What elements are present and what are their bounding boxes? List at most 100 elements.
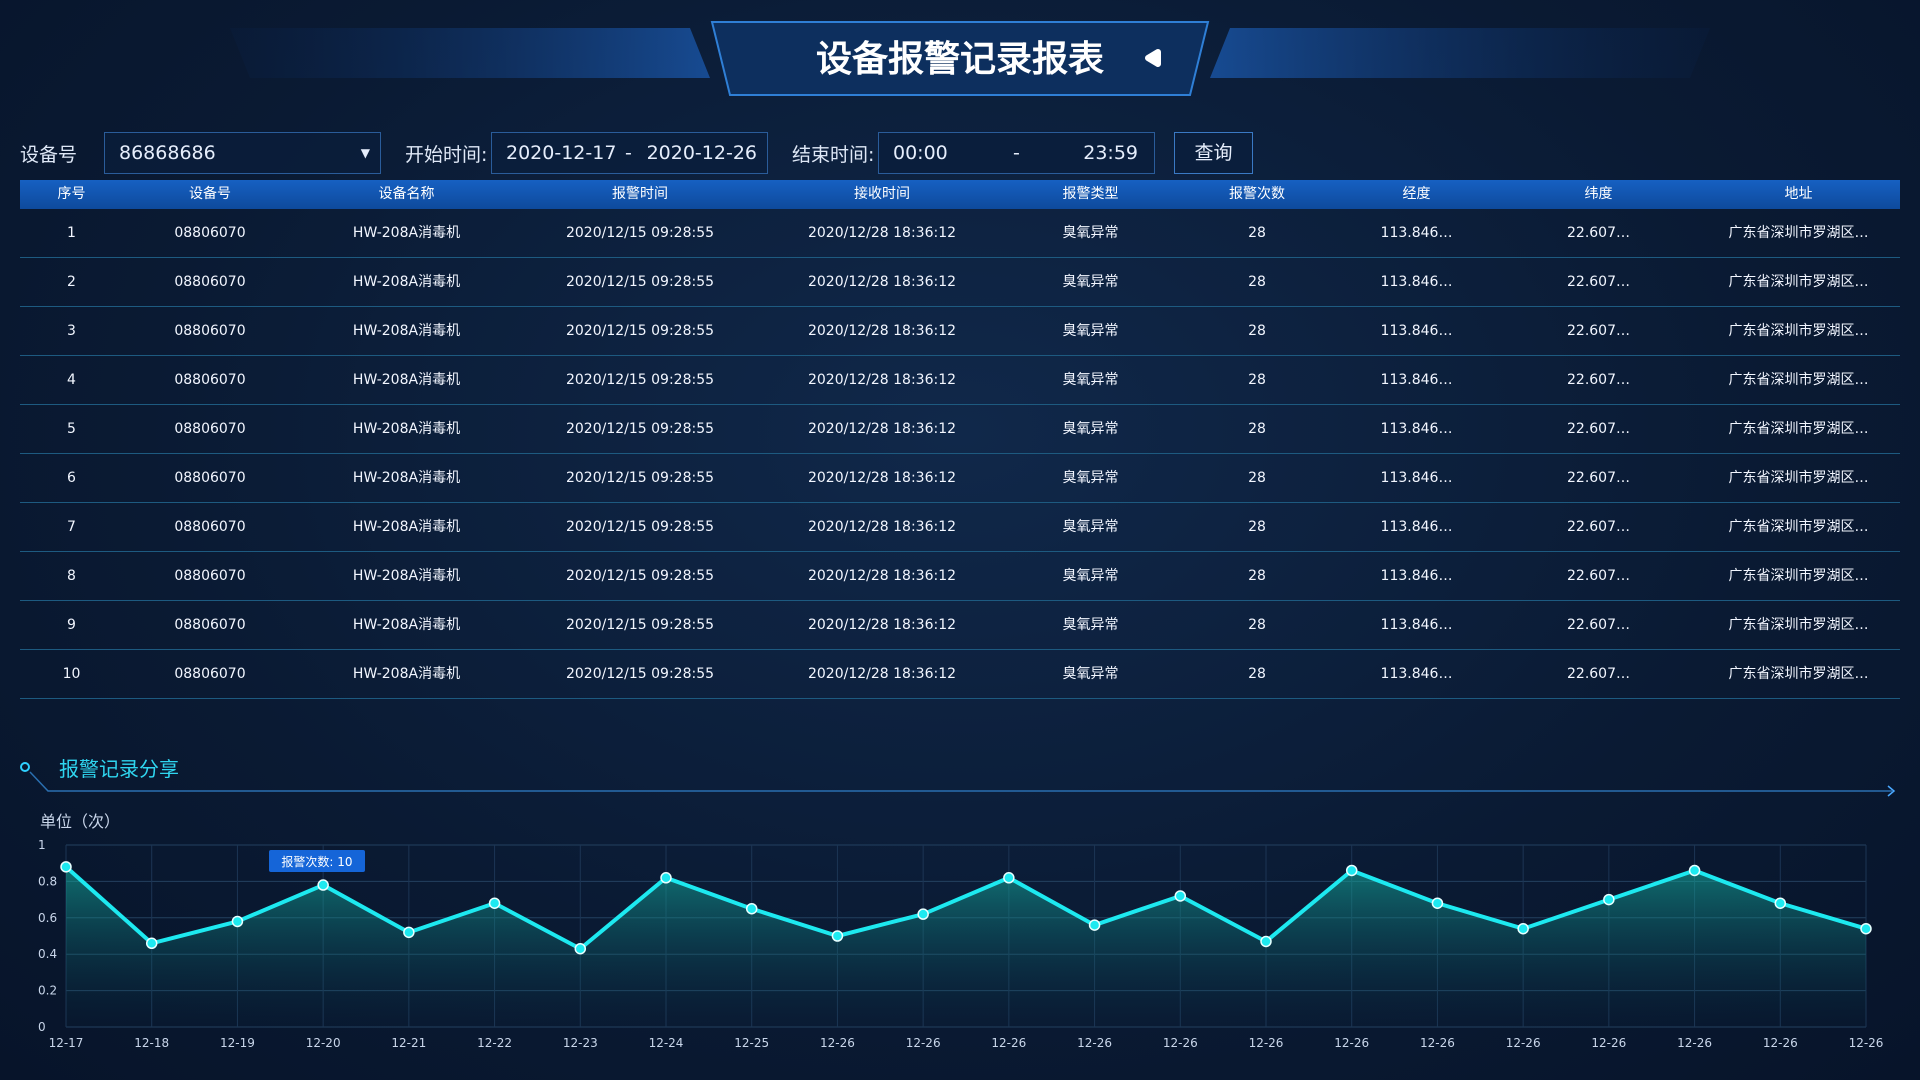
line (64, 865, 1867, 951)
table-cell: 2020/12/15 09:28:55 (565, 617, 715, 633)
table-cell: 2020/12/15 09:28:55 (565, 470, 715, 486)
point (317, 879, 329, 891)
end-from: 00:00 (893, 142, 948, 164)
table-cell: 臭氧异常 (1062, 225, 1119, 241)
table-cell: 28 (1248, 666, 1266, 682)
device-select[interactable]: 86868686 ▼ (104, 132, 381, 174)
table-cell: 广东省深圳市罗湖区… (1728, 421, 1869, 437)
table-cell: 2020/12/15 09:28:55 (565, 666, 715, 682)
table-cell: 113.846… (1380, 519, 1453, 535)
table-cell: 臭氧异常 (1062, 323, 1119, 339)
table-cell: 广东省深圳市罗湖区… (1728, 568, 1869, 584)
table-cell: 5 (67, 421, 76, 437)
section-arrow (1887, 785, 1896, 797)
x-tick-label: 12-26 (1334, 1036, 1369, 1050)
table-cell: 2020/12/28 18:36:12 (807, 274, 957, 290)
table-cell: 28 (1248, 421, 1266, 437)
section-dot (20, 762, 30, 772)
end-to: 23:59 (1083, 142, 1138, 164)
table-cell: HW-208A消毒机 (352, 666, 461, 682)
table-cell: 臭氧异常 (1062, 519, 1119, 535)
y-tick-label: 0.4 (38, 947, 57, 961)
table-cell: 2020/12/28 18:36:12 (807, 470, 957, 486)
point (1603, 893, 1615, 906)
table-cell: 22.607… (1567, 421, 1630, 437)
table-cell: 08806070 (174, 568, 246, 584)
table-cell: 22.607… (1567, 470, 1630, 486)
header-decoration: 设备报警记录报表 (230, 21, 1710, 96)
table-cell: 28 (1248, 323, 1266, 339)
table-cell: 113.846… (1380, 274, 1453, 290)
x-tick-label: 12-26 (820, 1036, 855, 1050)
column-header: 报警时间 (612, 186, 668, 202)
query-button[interactable]: 查询 (1174, 132, 1253, 174)
table-cell: 2 (67, 274, 76, 290)
x-tick-label: 12-17 (49, 1036, 84, 1050)
table-row: 9 08806070 HW-208A消毒机 2020/12/15 09:28:55 20… (20, 601, 1900, 650)
table-cell: HW-208A消毒机 (352, 470, 461, 486)
table-cell: 22.607… (1567, 323, 1630, 339)
table-row: 8 08806070 HW-208A消毒机 2020/12/15 09:28:55 20… (20, 552, 1900, 601)
table-cell: 2020/12/15 09:28:55 (565, 519, 715, 535)
table-cell: 113.846… (1380, 323, 1453, 339)
tooltip-box (269, 850, 365, 872)
table-cell: 113.846… (1380, 666, 1453, 682)
arrow-icon (1145, 49, 1161, 67)
point (145, 937, 158, 950)
area (66, 866, 1866, 1027)
table-cell: 08806070 (174, 470, 246, 486)
column-header: 报警类型 (1062, 186, 1119, 202)
table-cell: 广东省深圳市罗湖区… (1728, 519, 1869, 535)
table-cell: 2020/12/28 18:36:12 (807, 421, 957, 437)
end-range[interactable]: 00:00 - 23:59 (878, 132, 1155, 174)
table-cell: 4 (67, 372, 76, 388)
table-cell: 2020/12/15 09:28:55 (565, 372, 715, 388)
table-cell: 6 (67, 470, 76, 486)
table-body: 1 08806070 HW-208A消毒机 2020/12/15 09:28:55 20… (20, 209, 1900, 699)
x-tick-label: 12-26 (1763, 1036, 1798, 1050)
left-bar (230, 28, 710, 78)
column-header: 序号 (57, 186, 86, 202)
x-tick-label: 12-26 (1591, 1036, 1626, 1050)
point (745, 902, 758, 915)
table-cell: 22.607… (1567, 225, 1630, 241)
x-tick-label: 12-26 (1506, 1036, 1541, 1050)
point (403, 926, 415, 939)
table-cell: 广东省深圳市罗湖区… (1728, 617, 1869, 633)
section-title: 报警记录分享 (59, 757, 179, 781)
column-header: 报警次数 (1229, 186, 1285, 202)
start-to: 2020-12-26 (646, 142, 757, 164)
table-cell: 臭氧异常 (1062, 666, 1119, 682)
table-cell: 臭氧异常 (1062, 470, 1119, 486)
x-tick-label: 12-26 (1249, 1036, 1284, 1050)
table-cell: 08806070 (174, 617, 246, 633)
table-header: 序号 设备号 设备名称 报警时间 接收时间 报警类型 报警次数 经度 纬度 地址 (20, 180, 1900, 209)
column-header: 地址 (1784, 186, 1813, 202)
end-label: 结束时间: (792, 144, 875, 166)
point (1774, 897, 1787, 909)
table-cell: 113.846… (1380, 421, 1453, 437)
table-cell: 08806070 (174, 666, 246, 682)
table-row: 4 08806070 HW-208A消毒机 2020/12/15 09:28:55 20… (20, 356, 1900, 405)
section-header: 报警记录分享 (20, 757, 1896, 797)
point (660, 872, 672, 884)
table-cell: 28 (1248, 519, 1266, 535)
start-range[interactable]: 2020-12-17 - 2020-12-26 (491, 132, 768, 174)
table-cell: 臭氧异常 (1062, 568, 1119, 584)
table-cell: 113.846… (1380, 225, 1453, 241)
table-cell: 08806070 (174, 225, 246, 241)
table-cell: 113.846… (1380, 470, 1453, 486)
x-tick-label: 12-24 (649, 1036, 684, 1050)
table-cell: 08806070 (174, 421, 246, 437)
title-panel (710, 21, 1210, 96)
table-cell: 2020/12/15 09:28:55 (565, 225, 715, 241)
point (1260, 935, 1272, 948)
x-tick-label: 12-26 (1677, 1036, 1712, 1050)
point (1088, 919, 1101, 931)
table-cell: 臭氧异常 (1062, 274, 1119, 290)
table-cell: 28 (1248, 617, 1266, 633)
end-separator: - (1013, 142, 1020, 164)
table-cell: HW-208A消毒机 (352, 568, 461, 584)
table-cell: 22.607… (1567, 519, 1630, 535)
x-tick-label: 12-26 (1420, 1036, 1455, 1050)
